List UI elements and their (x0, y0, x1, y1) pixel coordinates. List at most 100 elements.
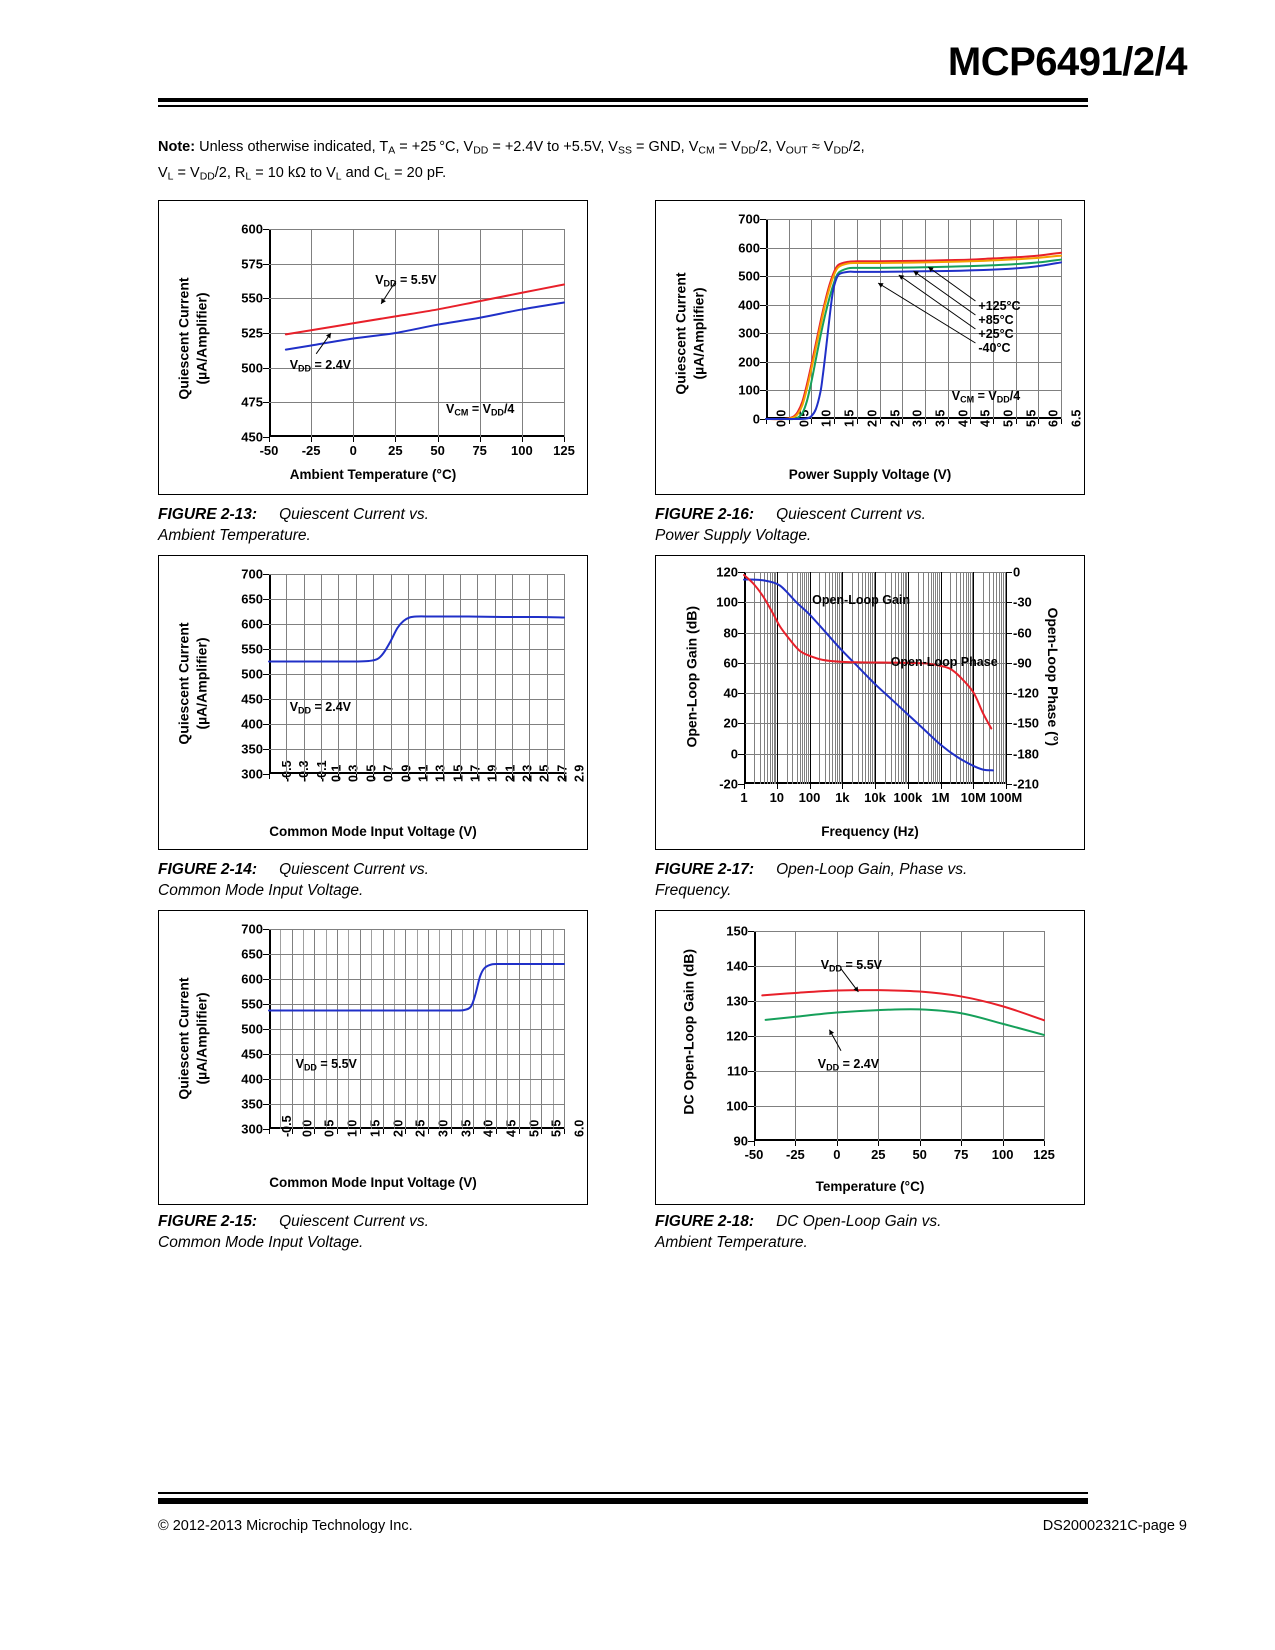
gridline-vertical (425, 574, 427, 774)
y-tickmark (760, 276, 766, 278)
x-tick-label: 25 (871, 1147, 886, 1162)
gridline-vertical-minor (507, 929, 509, 1129)
y-tickmark (738, 723, 744, 725)
series-line (284, 301, 565, 351)
figure-2-15-caption: FIGURE 2-15: Quiescent Current vs. Common… (158, 1212, 588, 1254)
y-tickmark-right (1006, 693, 1012, 695)
x-tickmark (373, 774, 375, 779)
gridline-vertical (906, 572, 908, 784)
y-tick-label: 400 (241, 1071, 263, 1087)
chart-annotation: +125°C (978, 299, 1021, 313)
series-line (765, 251, 1062, 421)
x-tickmark (924, 419, 926, 424)
x-tick-label: 25 (388, 443, 403, 458)
gridline-vertical (786, 572, 788, 784)
fig217-ylabel-right: Open-Loop Phase (°) (1044, 607, 1061, 747)
x-tick-label: 50 (430, 443, 445, 458)
y-tickmark (738, 784, 744, 785)
chart-curves (284, 283, 565, 351)
y-tickmark (748, 1106, 754, 1107)
x-tickmark (564, 437, 565, 442)
gridline-vertical (897, 572, 899, 784)
y-tick-label: 40 (723, 685, 738, 701)
fig216-ylabel: Quiescent Current (µA/Amplifier) (672, 272, 707, 395)
gridline-vertical (804, 572, 806, 784)
x-tickmark (337, 1129, 339, 1134)
gridline-vertical (1002, 572, 1004, 784)
x-tickmark (811, 419, 813, 424)
gridline-vertical (390, 574, 392, 774)
gridline-vertical (996, 572, 998, 784)
footer-copyright: © 2012-2013 Microchip Technology Inc. (158, 1518, 413, 1534)
x-tickmark (875, 784, 876, 789)
y-tick-label: 0 (752, 411, 760, 427)
gridline-vertical (966, 572, 967, 784)
footer-rule (158, 1492, 1088, 1504)
fig213-xlabel: Ambient Temperature (°C) (289, 467, 457, 482)
x-tick-label: 125 (553, 443, 575, 458)
chart-annotation: +25°C (978, 327, 1014, 341)
series-line (761, 989, 1045, 1022)
y-tick-label: 600 (241, 971, 263, 987)
gridline-vertical (917, 572, 919, 784)
x-tickmark (766, 419, 767, 424)
series-line (765, 261, 1062, 421)
x-tickmark (269, 774, 270, 779)
x-tickmark (776, 784, 778, 789)
x-tickmark (1002, 1141, 1004, 1146)
gridline-vertical (879, 219, 881, 419)
fig213-title2: Ambient Temperature. (158, 526, 311, 544)
gridline-horizontal (766, 390, 1061, 392)
y-tick-label-right: -150 (1013, 715, 1040, 731)
chart-annotation: VDD = 5.5V (295, 1057, 357, 1073)
x-tickmark (477, 774, 479, 779)
gridline-vertical (495, 929, 497, 1129)
gridline-horizontal (269, 263, 564, 265)
y-tick-label-right: -210 (1013, 776, 1040, 792)
gridline-vertical (923, 572, 925, 784)
figure-2-15-plot: Quiescent Current (µA/Amplifier) 300 350 40… (158, 910, 588, 1205)
y-tickmark (263, 298, 269, 300)
x-tickmark (473, 1129, 475, 1134)
gridline-vertical (479, 229, 481, 437)
x-tickmark (442, 774, 444, 779)
gridline-vertical (771, 572, 773, 784)
gridline-vertical (744, 572, 745, 784)
x-tickmark (1006, 784, 1007, 789)
gridline-vertical (825, 572, 827, 784)
y-tickmark (760, 333, 766, 335)
gridline-vertical (766, 572, 768, 784)
y-tickmark-right (1006, 602, 1012, 604)
y-tickmark (263, 1129, 269, 1130)
x-tick-label: 10k (864, 790, 886, 805)
gridline-vertical (1038, 219, 1040, 419)
fig216-title1: Quiescent Current vs. (776, 506, 926, 523)
x-tickmark (973, 784, 975, 789)
x-tickmark (564, 1129, 565, 1134)
note-body: Unless otherwise indicated, TA = +25 °C,… (158, 139, 865, 183)
y-tickmark (748, 966, 754, 967)
y-tick-label: 110 (727, 1063, 748, 1079)
x-tickmark (390, 774, 392, 779)
gridline-vertical (963, 572, 965, 784)
x-tickmark (459, 774, 461, 779)
gridline-horizontal (269, 649, 564, 650)
y-tickmark (760, 247, 766, 249)
x-tick-label: 2.9 (572, 764, 587, 782)
gridline-vertical-minor (530, 929, 531, 1129)
y-tickmark (738, 693, 744, 695)
x-tick-label: 75 (953, 1147, 969, 1162)
x-tickmark (546, 774, 548, 779)
y-tick-label: 500 (241, 360, 263, 376)
gridline-vertical (773, 572, 775, 784)
x-tickmark (407, 774, 409, 779)
y-tickmark (760, 390, 766, 392)
y-tickmark (760, 219, 766, 220)
y-tickmark (760, 419, 766, 420)
x-tickmark (992, 419, 994, 424)
fig213-title1: Quiescent Current vs. (279, 506, 429, 523)
gridline-vertical (862, 572, 863, 784)
gridline-vertical (355, 574, 357, 774)
y-tick-label: 150 (726, 923, 748, 939)
